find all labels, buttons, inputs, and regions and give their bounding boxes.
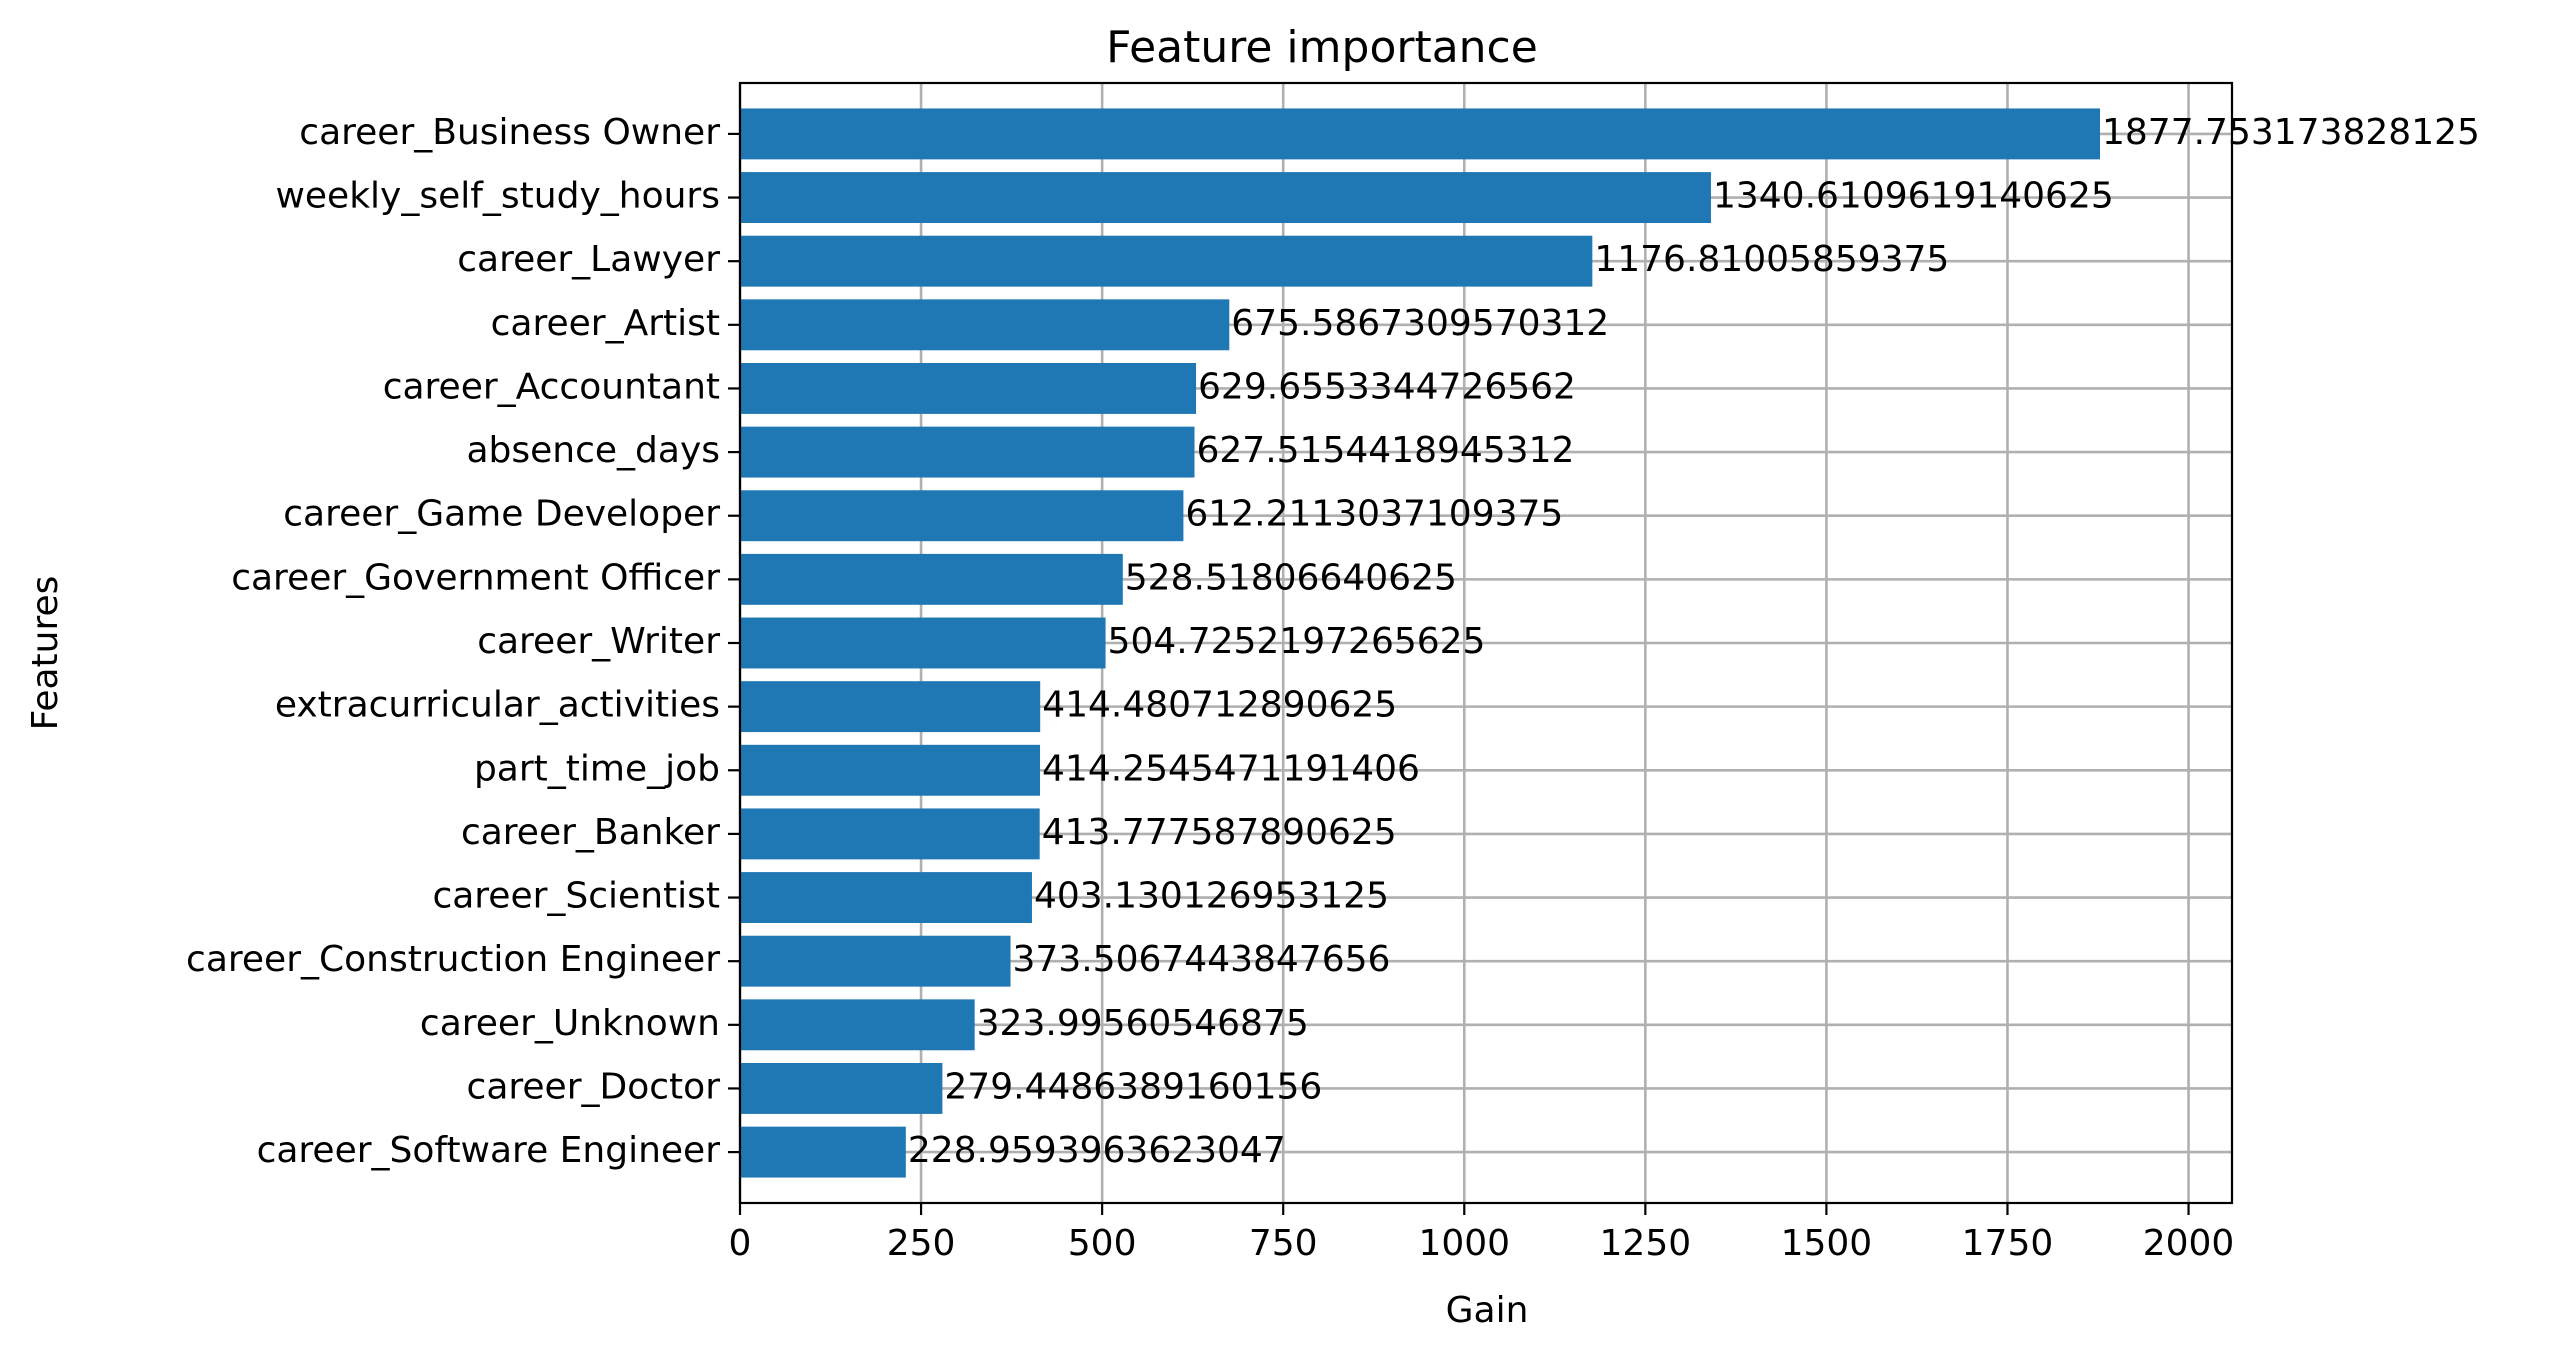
y-tick-label: career_Scientist xyxy=(432,876,720,917)
bar-value-label: 228.9593963623047 xyxy=(908,1130,1286,1171)
bar xyxy=(740,744,1041,796)
bar xyxy=(740,1126,906,1178)
y-tick-label: career_Writer xyxy=(477,621,720,662)
bar-value-label: 629.6553344726562 xyxy=(1198,366,1576,407)
y-tick-label: career_Government Officer xyxy=(231,557,720,598)
bar xyxy=(740,299,1230,351)
y-tick-label: career_Business Owner xyxy=(299,112,720,153)
x-tick-label: 1250 xyxy=(1600,1223,1692,1264)
bar-value-label: 323.99560546875 xyxy=(977,1003,1309,1044)
x-axis-title: Gain xyxy=(1446,1290,1529,1331)
bar-value-label: 279.4486389160156 xyxy=(944,1066,1322,1107)
chart-title: Feature importance xyxy=(1106,22,1538,73)
bar xyxy=(740,553,1123,605)
bar-value-label: 627.5154418945312 xyxy=(1196,430,1574,471)
y-tick-label: career_Accountant xyxy=(383,366,720,407)
bar-value-label: 1176.81005859375 xyxy=(1594,239,1949,280)
y-tick-label: career_Banker xyxy=(461,812,720,853)
bar xyxy=(740,681,1041,733)
bar-value-label: 675.5867309570312 xyxy=(1231,303,1609,344)
y-tick-label: career_Unknown xyxy=(420,1003,720,1044)
x-tick-label: 750 xyxy=(1249,1223,1318,1264)
y-tick-label: absence_days xyxy=(466,430,720,471)
y-tick-label: career_Game Developer xyxy=(283,494,720,535)
y-tick-label: extracurricular_activities xyxy=(275,685,720,726)
bar xyxy=(740,1063,943,1114)
y-tick-label: weekly_self_study_hours xyxy=(275,176,720,217)
bar-value-label: 373.5067443847656 xyxy=(1013,939,1391,980)
bar-value-label: 504.7252197265625 xyxy=(1108,621,1486,662)
bar-value-label: 1340.6109619140625 xyxy=(1713,176,2114,217)
x-tick-label: 1500 xyxy=(1781,1223,1873,1264)
y-tick-label: career_Construction Engineer xyxy=(186,939,720,980)
x-tick-label: 1750 xyxy=(1962,1223,2054,1264)
x-tick-label: 2000 xyxy=(2143,1223,2235,1264)
x-axis-ticks: 0 250 500 750 1000 1250 1500 1750 2000 xyxy=(729,1203,2235,1264)
y-axis-title: Features xyxy=(25,576,66,731)
y-tick-label: career_Artist xyxy=(491,303,720,344)
x-tick-label: 1000 xyxy=(1418,1223,1510,1264)
y-tick-label: career_Lawyer xyxy=(457,239,720,280)
bar xyxy=(740,490,1184,542)
bar xyxy=(740,363,1197,414)
x-tick-label: 250 xyxy=(887,1223,956,1264)
bar-value-label: 612.2113037109375 xyxy=(1185,494,1563,535)
y-tick-label: career_Software Engineer xyxy=(257,1130,721,1171)
y-axis-ticks: career_Business Owner weekly_self_study_h… xyxy=(186,112,740,1171)
bar xyxy=(740,935,1011,987)
bar xyxy=(740,999,975,1051)
x-tick-label: 500 xyxy=(1068,1223,1137,1264)
bar xyxy=(740,172,1711,223)
bar-value-labels: 1877.753173828125 1340.6109619140625 1176.… xyxy=(908,112,2480,1171)
bar xyxy=(740,108,2101,160)
bar xyxy=(740,617,1106,669)
y-tick-label: career_Doctor xyxy=(467,1066,721,1107)
bar-value-label: 528.51806640625 xyxy=(1125,557,1457,598)
bar-value-label: 1877.753173828125 xyxy=(2102,112,2480,153)
y-tick-label: part_time_job xyxy=(474,748,720,789)
bar-value-label: 403.130126953125 xyxy=(1034,876,1389,917)
bar xyxy=(740,426,1195,478)
bar-value-label: 414.2545471191406 xyxy=(1042,748,1420,789)
x-tick-label: 0 xyxy=(729,1223,752,1264)
bar xyxy=(740,235,1593,287)
bar xyxy=(740,808,1040,860)
bar xyxy=(740,872,1032,923)
bars xyxy=(740,108,2101,1178)
bar-value-label: 413.777587890625 xyxy=(1042,812,1397,853)
bar-value-label: 414.480712890625 xyxy=(1042,685,1397,726)
